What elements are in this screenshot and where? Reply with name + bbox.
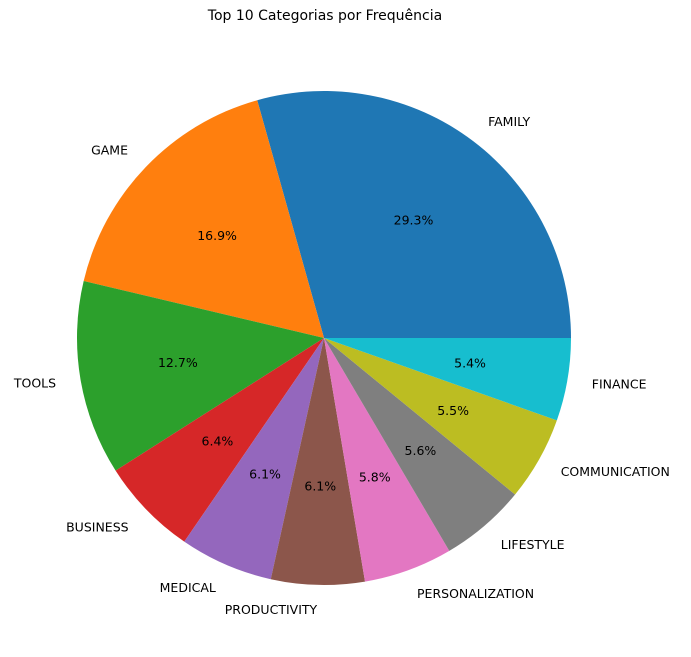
- pie-slice-tools: [77, 280, 324, 471]
- pct-label-medical: 6.1%: [249, 466, 281, 481]
- pct-label-personalization: 5.8%: [359, 470, 391, 485]
- pct-label-communication: 5.5%: [437, 403, 469, 418]
- category-label-productivity: PRODUCTIVITY: [225, 602, 318, 617]
- pct-label-finance: 5.4%: [454, 356, 486, 371]
- pct-label-lifestyle: 5.6%: [405, 443, 437, 458]
- pie-labels: 29.3% FAMILY 16.9% GAME 12.7% TOOLS 6.4% BUSINE…: [13, 114, 670, 617]
- pie-slices: [77, 91, 571, 586]
- category-label-lifestyle: LIFESTYLE: [501, 537, 565, 552]
- chart-title: Top 10 Categorias por Frequência: [207, 8, 443, 24]
- category-label-family: FAMILY: [488, 114, 530, 129]
- category-label-game: GAME: [91, 142, 128, 157]
- pct-label-game: 16.9%: [197, 228, 237, 243]
- pct-label-family: 29.3%: [394, 212, 434, 227]
- pie-slice-communication: [324, 338, 557, 495]
- category-label-personalization: PERSONALIZATION: [417, 586, 534, 601]
- pie-slice-game: [83, 100, 324, 339]
- pie-slice-business: [115, 338, 324, 542]
- pie-slice-personalization: [324, 338, 450, 582]
- category-label-business: BUSINESS: [66, 519, 129, 534]
- pie-slice-productivity: [270, 338, 366, 586]
- category-label-medical: MEDICAL: [160, 580, 216, 595]
- category-label-finance: FINANCE: [592, 376, 647, 391]
- pct-label-productivity: 6.1%: [304, 479, 336, 494]
- pct-label-business: 6.4%: [202, 433, 234, 448]
- pie-slice-family: [257, 91, 571, 338]
- category-label-tools: TOOLS: [13, 376, 56, 391]
- pie-slice-finance: [324, 338, 571, 421]
- category-label-communication: COMMUNICATION: [561, 464, 670, 479]
- pie-slice-medical: [184, 338, 324, 580]
- pie-slice-lifestyle: [324, 338, 516, 551]
- pct-label-tools: 12.7%: [158, 355, 198, 370]
